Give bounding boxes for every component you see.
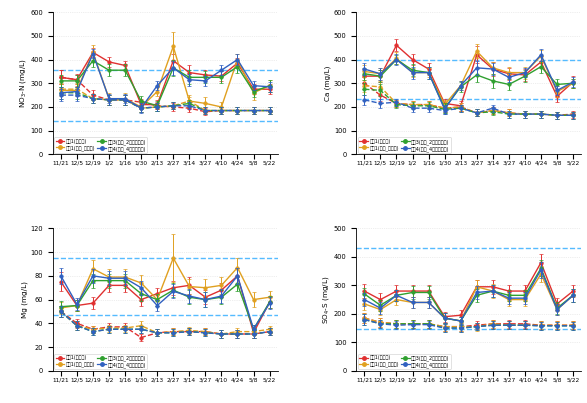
Legend: 배액1(비순환), 배앙1(순환_무보정), 배앙3(순환_2주간격보정), 배앙4(순환_4주간격보정): 배액1(비순환), 배앙1(순환_무보정), 배앙3(순환_2주간격보정), 배… xyxy=(358,137,451,153)
Y-axis label: Mg (mg/L): Mg (mg/L) xyxy=(21,281,28,318)
Legend: 배액1(비순환), 배앙1(순환_무보정), 배앙3(순환_2주간격보정), 배앙4(순환_4주간격보정): 배액1(비순환), 배앙1(순환_무보정), 배앙3(순환_2주간격보정), 배… xyxy=(54,137,147,153)
Y-axis label: SO$_4$-S (mg/L): SO$_4$-S (mg/L) xyxy=(321,275,331,324)
Y-axis label: NO$_3$-N (mg/L): NO$_3$-N (mg/L) xyxy=(18,58,28,108)
Legend: 배액1(비순환), 배앙1(순환_무보정), 배앙3(순환_2주간격보정), 배앙4(순환_4주간격보정): 배액1(비순환), 배앙1(순환_무보정), 배앙3(순환_2주간격보정), 배… xyxy=(54,354,147,369)
Legend: 배액1(비순환), 배앙1(순환_무보정), 배앙3(순환_2주간격보정), 배앙4(순환_4주간격보정): 배액1(비순환), 배앙1(순환_무보정), 배앙3(순환_2주간격보정), 배… xyxy=(358,354,451,369)
Y-axis label: Ca (mg/L): Ca (mg/L) xyxy=(325,66,331,101)
